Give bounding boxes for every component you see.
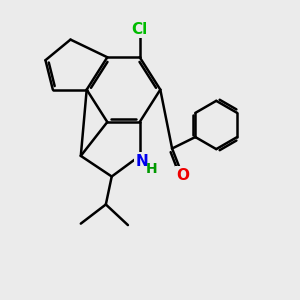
Text: O: O (176, 167, 189, 182)
Text: N: N (136, 154, 148, 169)
Text: Cl: Cl (132, 22, 148, 37)
Text: H: H (146, 162, 158, 176)
